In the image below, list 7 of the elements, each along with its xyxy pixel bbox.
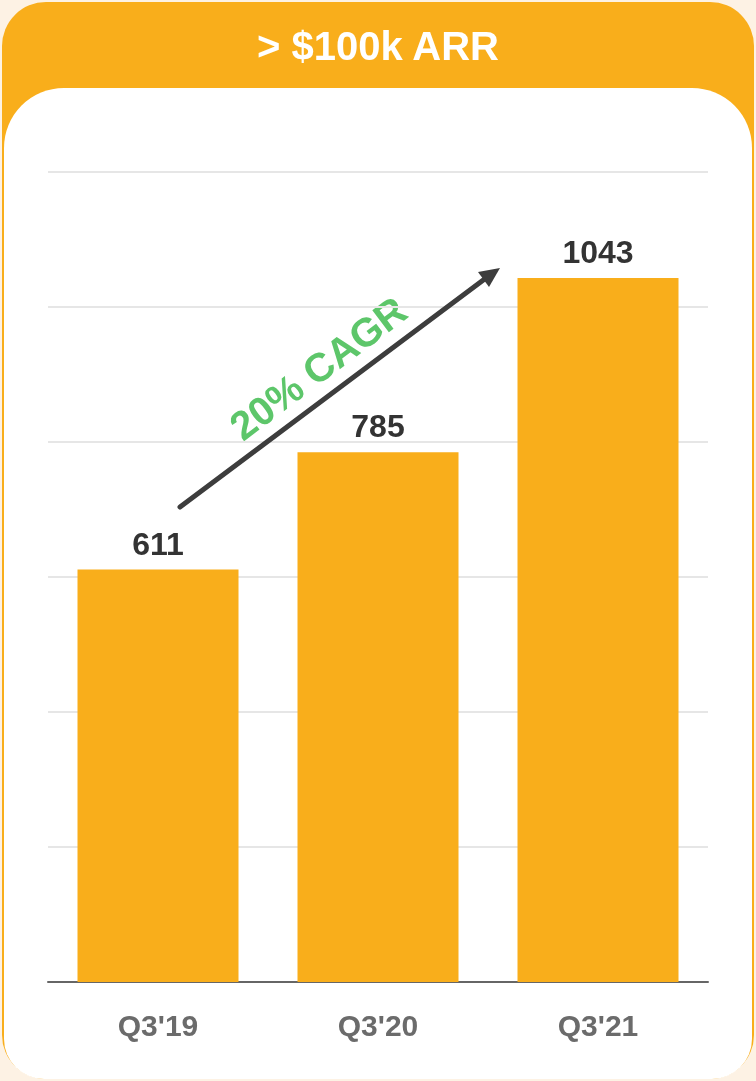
data-label: 611 — [132, 525, 184, 562]
x-tick-label: Q3'19 — [117, 1008, 199, 1042]
x-tick-label: Q3'21 — [557, 1008, 639, 1042]
data-label: 1043 — [562, 233, 634, 270]
chart-title: > $100k ARR — [256, 23, 500, 70]
data-label: 785 — [351, 408, 405, 445]
x-tick-label: Q3'20 — [337, 1008, 419, 1042]
